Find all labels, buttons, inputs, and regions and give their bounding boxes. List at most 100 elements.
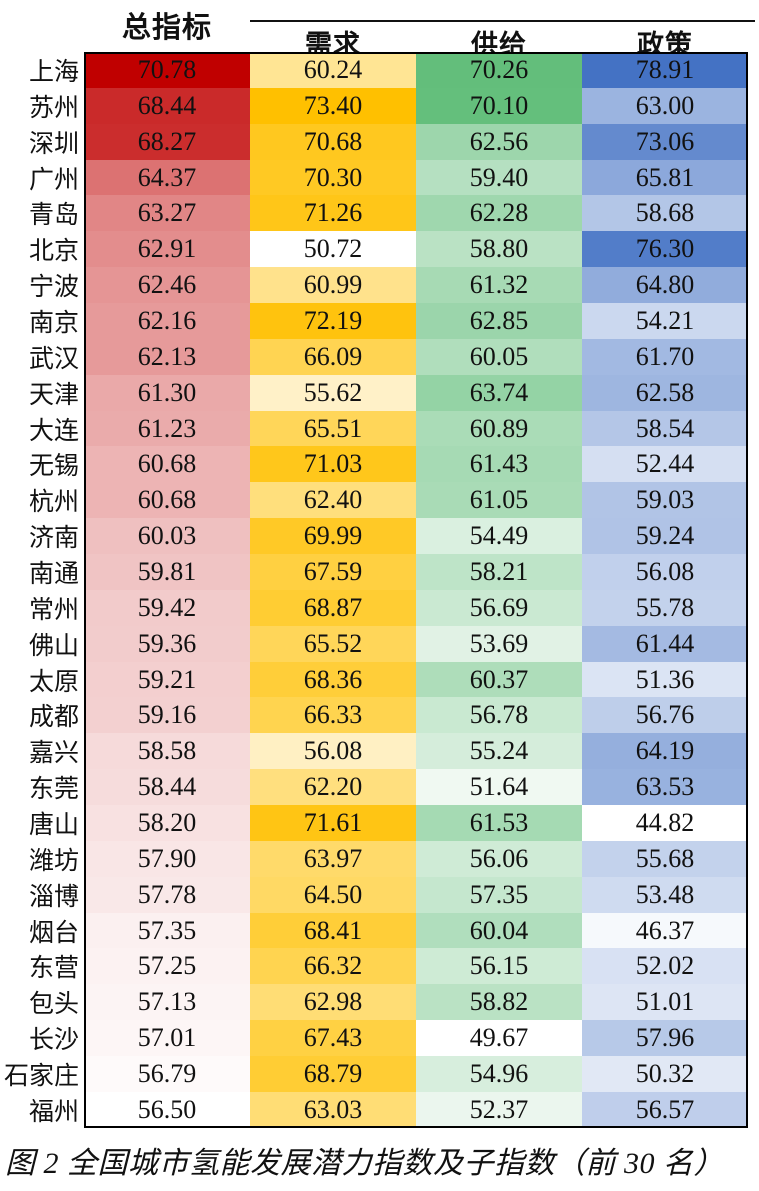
table-row: 太原 59.21 68.36 60.37 51.36 <box>0 661 759 698</box>
city-label: 济南 <box>28 525 79 553</box>
heatmap-cell: 56.78 <box>416 697 582 734</box>
heatmap-cell: 70.26 <box>416 52 582 88</box>
table-row: 天津 61.30 55.62 63.74 62.58 <box>0 374 759 411</box>
column-header-total-index: 总指标 <box>121 12 212 44</box>
heatmap-cell: 62.91 <box>84 231 250 268</box>
heatmap-cell: 52.02 <box>582 948 748 985</box>
heatmap-cell: 63.97 <box>250 840 416 877</box>
table-row: 长沙 57.01 67.43 49.67 57.96 <box>0 1020 759 1057</box>
heatmap-cell: 53.69 <box>416 625 582 662</box>
heatmap-cell: 53.48 <box>582 876 748 913</box>
city-label: 北京 <box>28 238 79 266</box>
city-label: 烟台 <box>28 919 79 947</box>
heatmap-cell: 76.30 <box>582 231 748 268</box>
city-label: 长沙 <box>28 1027 79 1055</box>
heatmap-cell: 68.87 <box>250 589 416 626</box>
city-label: 上海 <box>28 58 79 86</box>
heatmap-cell: 59.24 <box>582 518 748 555</box>
heatmap-cell: 59.81 <box>84 554 250 590</box>
heatmap-cell: 58.68 <box>582 195 748 232</box>
table-row: 南通 59.81 67.59 58.21 56.08 <box>0 554 759 590</box>
city-label: 武汉 <box>28 345 79 373</box>
city-label: 青岛 <box>28 202 79 230</box>
heatmap-cell: 59.42 <box>84 589 250 626</box>
heatmap-cell: 60.05 <box>416 338 582 375</box>
heatmap-cell: 58.54 <box>582 410 748 447</box>
table-row: 青岛 63.27 71.26 62.28 58.68 <box>0 195 759 232</box>
heatmap-cell: 56.69 <box>416 589 582 626</box>
table-row: 武汉 62.13 66.09 60.05 61.70 <box>0 338 759 375</box>
heatmap-cell: 78.91 <box>582 52 748 88</box>
heatmap-cell: 55.62 <box>250 374 416 411</box>
heatmap-cell: 65.52 <box>250 625 416 662</box>
heatmap-cell: 57.96 <box>582 1020 748 1057</box>
heatmap-cell: 57.35 <box>416 876 582 913</box>
heatmap-cell: 61.05 <box>416 482 582 519</box>
heatmap-cell: 70.68 <box>250 123 416 160</box>
heatmap-cell: 68.44 <box>84 87 250 124</box>
city-label: 宁波 <box>28 274 79 302</box>
heatmap-cell: 59.21 <box>84 661 250 698</box>
heatmap-cell: 68.27 <box>84 123 250 160</box>
heatmap-cell: 73.06 <box>582 123 748 160</box>
heatmap-cell: 70.10 <box>416 87 582 124</box>
heatmap-cell: 57.90 <box>84 840 250 877</box>
heatmap-cell: 68.41 <box>250 912 416 949</box>
heatmap-cell: 61.70 <box>582 338 748 375</box>
table-row: 东莞 58.44 62.20 51.64 63.53 <box>0 769 759 806</box>
heatmap-cell: 44.82 <box>582 805 748 841</box>
heatmap-cell: 59.36 <box>84 625 250 662</box>
heatmap-cell: 60.99 <box>250 267 416 304</box>
heatmap-cell: 61.44 <box>582 625 748 662</box>
city-label: 大连 <box>28 417 79 445</box>
heatmap-cell: 61.23 <box>84 410 250 447</box>
heatmap-cell: 63.27 <box>84 195 250 232</box>
sub-index-headers: 需求 供给 政策 <box>250 23 748 62</box>
heatmap-cell: 51.64 <box>416 769 582 806</box>
table-row: 淄博 57.78 64.50 57.35 53.48 <box>0 876 759 913</box>
heatmap-cell: 56.15 <box>416 948 582 985</box>
heatmap-cell: 60.04 <box>416 912 582 949</box>
heatmap-cell: 71.03 <box>250 446 416 483</box>
heatmap-cell: 62.58 <box>582 374 748 411</box>
heatmap-cell: 62.13 <box>84 338 250 375</box>
table-row: 大连 61.23 65.51 60.89 58.54 <box>0 410 759 447</box>
heatmap-cell: 65.51 <box>250 410 416 447</box>
heatmap-cell: 61.30 <box>84 374 250 411</box>
heatmap-cell: 63.00 <box>582 87 748 124</box>
city-label: 包头 <box>28 991 79 1019</box>
heatmap-cell: 66.32 <box>250 948 416 985</box>
table-row: 宁波 62.46 60.99 61.32 64.80 <box>0 267 759 304</box>
heatmap-cell: 73.40 <box>250 87 416 124</box>
city-label: 福州 <box>28 1098 79 1126</box>
heatmap-cell: 56.57 <box>582 1091 748 1128</box>
heatmap-cell: 54.96 <box>416 1056 582 1092</box>
heatmap-cell: 66.09 <box>250 338 416 375</box>
heatmap-cell: 60.89 <box>416 410 582 447</box>
table-row: 唐山 58.20 71.61 61.53 44.82 <box>0 805 759 841</box>
table-row: 潍坊 57.90 63.97 56.06 55.68 <box>0 840 759 877</box>
heatmap-cell: 64.19 <box>582 733 748 770</box>
figure-caption: 图 2 全国城市氢能发展潜力指数及子指数（前 30 名） <box>5 1146 724 1180</box>
table-row: 常州 59.42 68.87 56.69 55.78 <box>0 589 759 626</box>
heatmap-cell: 60.68 <box>84 482 250 519</box>
table-row: 嘉兴 58.58 56.08 55.24 64.19 <box>0 733 759 770</box>
city-label: 成都 <box>28 704 79 732</box>
city-label: 淄博 <box>28 883 79 911</box>
table-row: 上海 70.78 60.24 70.26 78.91 <box>0 52 759 88</box>
heatmap-cell: 62.16 <box>84 303 250 339</box>
heatmap-cell: 64.50 <box>250 876 416 913</box>
heatmap-cell: 61.53 <box>416 805 582 841</box>
heatmap-cell: 49.67 <box>416 1020 582 1057</box>
sub-index-spanner-line <box>250 20 755 22</box>
heatmap-cell: 58.21 <box>416 554 582 590</box>
heatmap-cell: 72.19 <box>250 303 416 339</box>
heatmap-cell: 70.78 <box>84 52 250 88</box>
heatmap-cell: 46.37 <box>582 912 748 949</box>
heatmap-cell: 56.76 <box>582 697 748 734</box>
heatmap-cell: 71.61 <box>250 805 416 841</box>
heatmap-cell: 54.49 <box>416 518 582 555</box>
heatmap-cell: 57.35 <box>84 912 250 949</box>
heatmap-cell: 56.79 <box>84 1056 250 1092</box>
